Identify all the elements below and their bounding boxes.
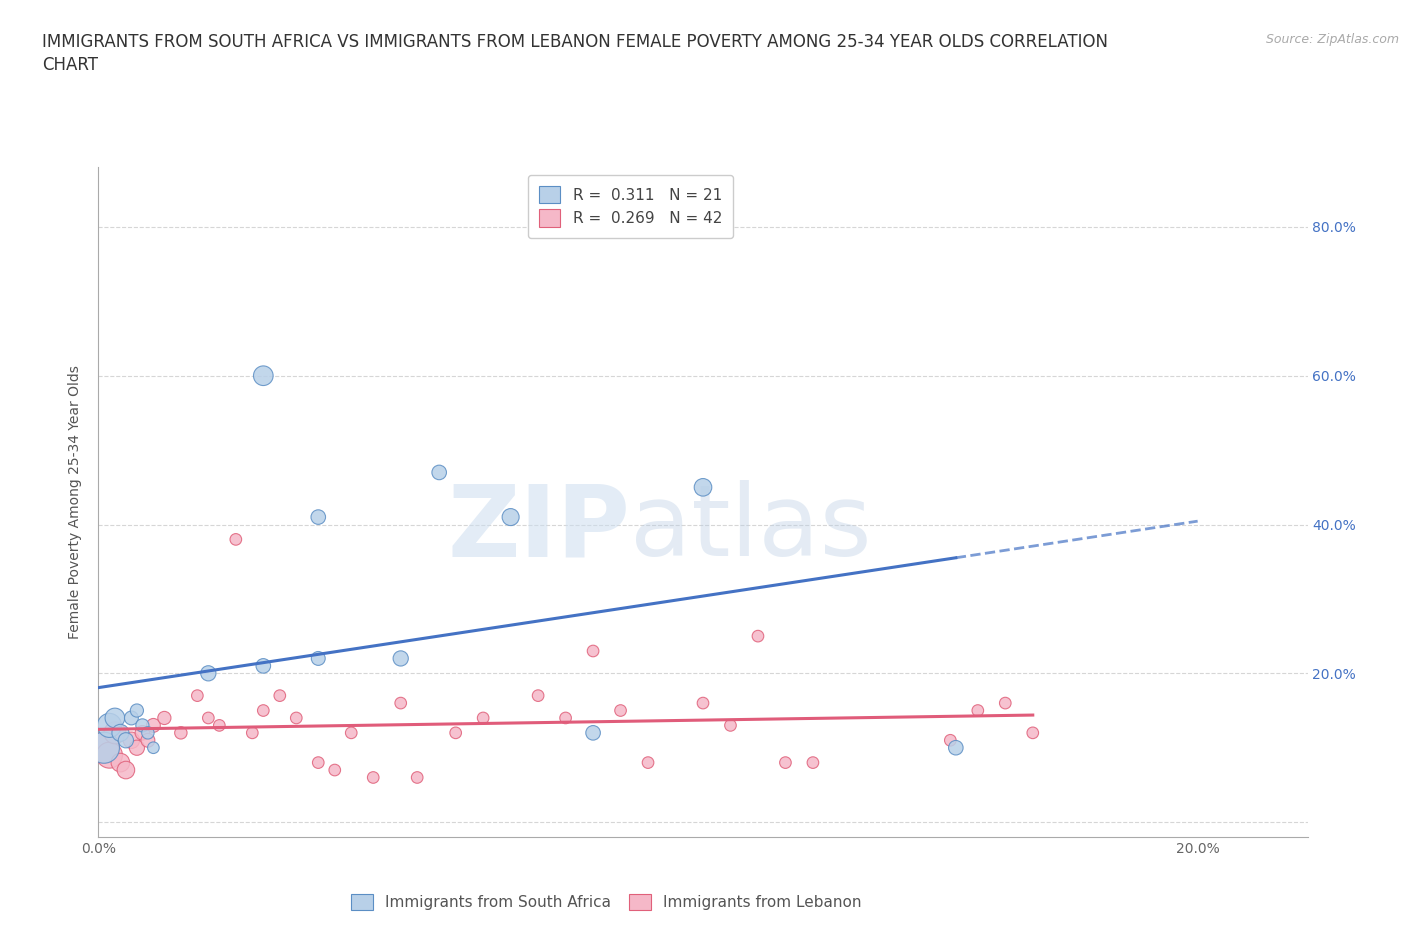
Point	[142, 718, 165, 733]
Point	[115, 763, 138, 777]
Point	[720, 718, 742, 733]
Point	[444, 725, 467, 740]
Point	[197, 711, 219, 725]
Point	[554, 711, 576, 725]
Point	[323, 763, 346, 777]
Point	[775, 755, 797, 770]
Point	[994, 696, 1017, 711]
Point	[499, 510, 522, 525]
Point	[582, 644, 605, 658]
Point	[307, 755, 329, 770]
Point	[110, 755, 132, 770]
Point	[208, 718, 231, 733]
Text: Source: ZipAtlas.com: Source: ZipAtlas.com	[1265, 33, 1399, 46]
Point	[104, 711, 127, 725]
Point	[98, 748, 121, 763]
Point	[692, 480, 714, 495]
Point	[120, 733, 142, 748]
Point	[307, 651, 329, 666]
Point	[125, 740, 148, 755]
Point	[945, 740, 967, 755]
Point	[197, 666, 219, 681]
Point	[582, 725, 605, 740]
Point	[131, 718, 153, 733]
Point	[120, 711, 142, 725]
Point	[472, 711, 495, 725]
Point	[340, 725, 363, 740]
Point	[692, 696, 714, 711]
Point	[125, 703, 148, 718]
Point	[252, 368, 274, 383]
Point	[609, 703, 631, 718]
Point	[186, 688, 208, 703]
Point	[131, 725, 153, 740]
Point	[269, 688, 291, 703]
Legend: Immigrants from South Africa, Immigrants from Lebanon: Immigrants from South Africa, Immigrants…	[344, 888, 868, 916]
Point	[1022, 725, 1045, 740]
Point	[285, 711, 308, 725]
Point	[93, 740, 115, 755]
Point	[252, 703, 274, 718]
Y-axis label: Female Poverty Among 25-34 Year Olds: Female Poverty Among 25-34 Year Olds	[69, 365, 83, 639]
Point	[966, 703, 988, 718]
Text: IMMIGRANTS FROM SOUTH AFRICA VS IMMIGRANTS FROM LEBANON FEMALE POVERTY AMONG 25-: IMMIGRANTS FROM SOUTH AFRICA VS IMMIGRAN…	[42, 33, 1108, 74]
Point	[170, 725, 193, 740]
Point	[153, 711, 176, 725]
Point	[252, 658, 274, 673]
Point	[93, 740, 115, 755]
Text: ZIP: ZIP	[447, 481, 630, 578]
Point	[104, 725, 127, 740]
Point	[225, 532, 247, 547]
Point	[240, 725, 263, 740]
Point	[136, 725, 159, 740]
Point	[801, 755, 824, 770]
Point	[361, 770, 384, 785]
Point	[747, 629, 769, 644]
Point	[98, 718, 121, 733]
Point	[307, 510, 329, 525]
Point	[637, 755, 659, 770]
Point	[136, 733, 159, 748]
Point	[115, 733, 138, 748]
Point	[142, 740, 165, 755]
Point	[389, 651, 412, 666]
Point	[939, 733, 962, 748]
Point	[110, 725, 132, 740]
Point	[527, 688, 550, 703]
Text: atlas: atlas	[630, 481, 872, 578]
Point	[406, 770, 429, 785]
Point	[389, 696, 412, 711]
Point	[427, 465, 450, 480]
